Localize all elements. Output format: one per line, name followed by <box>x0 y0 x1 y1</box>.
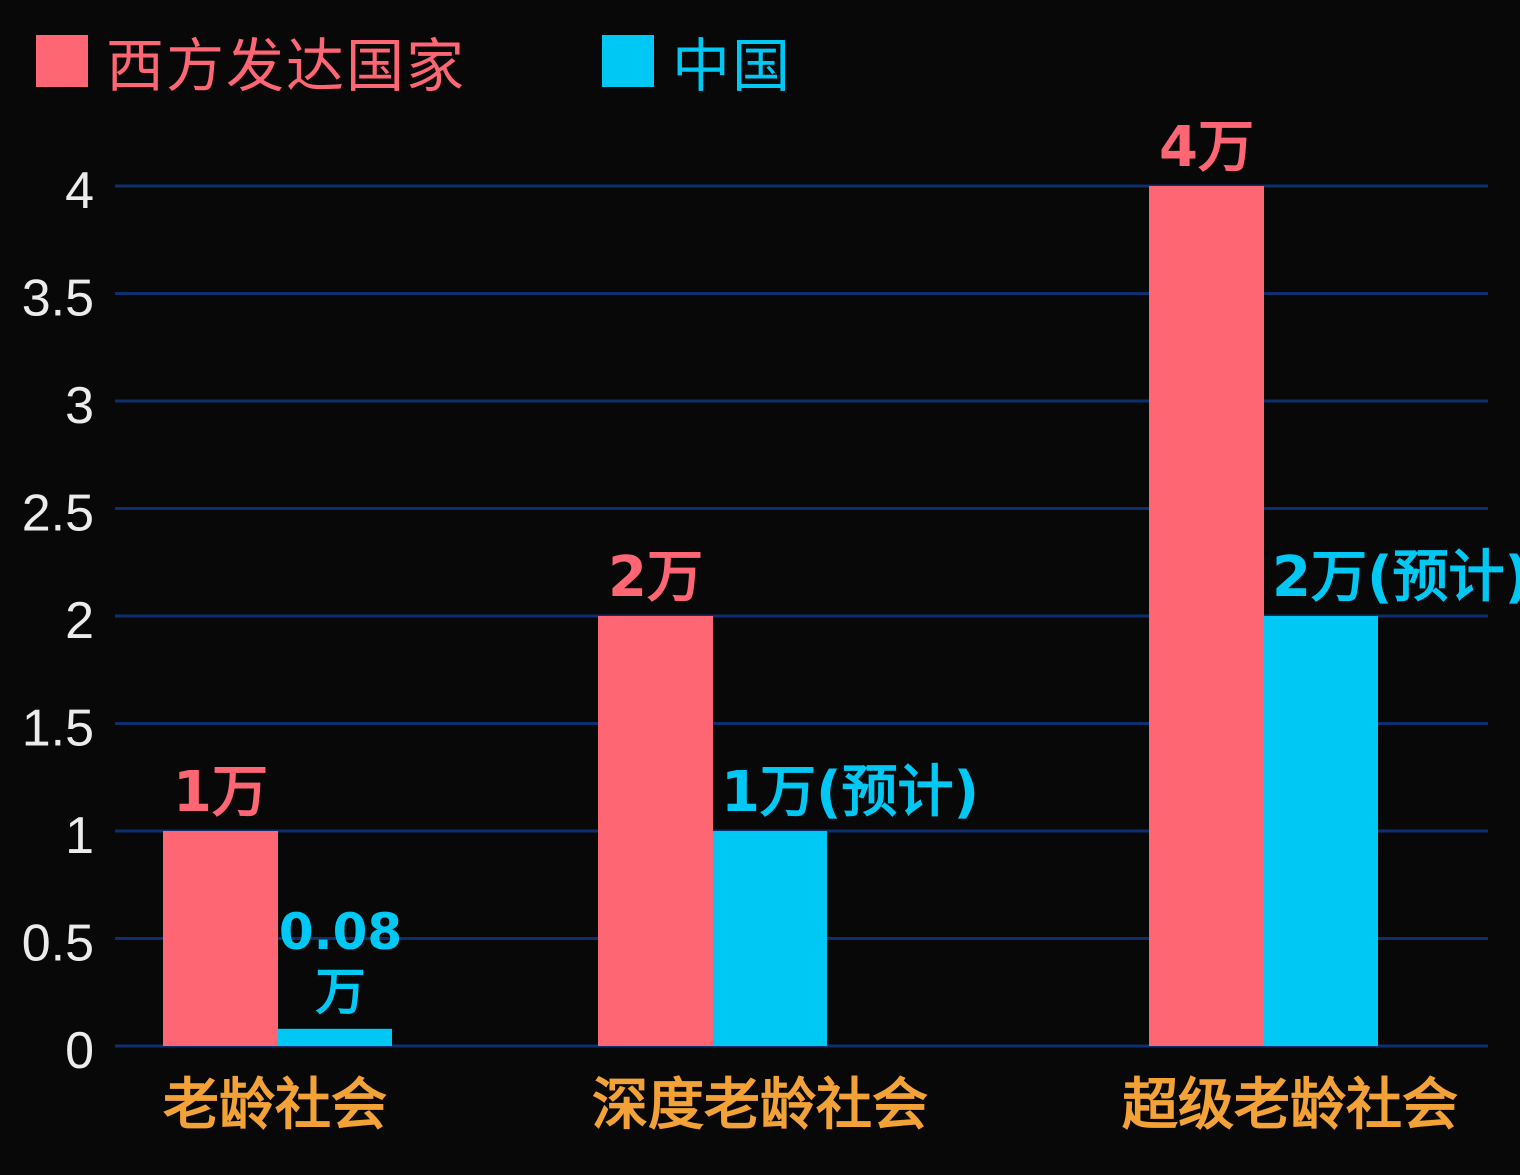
legend-label-china: 中国 <box>672 32 793 100</box>
y-tick-label: 1 <box>65 807 94 865</box>
y-tick-label: 0.5 <box>22 915 94 973</box>
legend-item-china: 中国 <box>602 30 792 100</box>
bar-west <box>163 831 278 1046</box>
category-label: 超级老龄社会 <box>1122 1072 1458 1138</box>
legend-label-west: 西方发达国家 <box>106 32 467 100</box>
legend-item-west: 西方发达国家 <box>36 30 466 100</box>
legend-swatch-west <box>36 35 88 87</box>
y-tick-label: 3.5 <box>22 270 94 328</box>
data-label: 0.08 万 <box>279 903 402 1021</box>
data-label: 2万 <box>608 545 703 610</box>
data-label: 1万(预计) <box>721 760 979 825</box>
category-label: 老龄社会 <box>163 1072 387 1138</box>
bar-west <box>1149 186 1264 1046</box>
y-tick-label: 2 <box>65 592 94 650</box>
y-tick-label: 3 <box>65 377 94 435</box>
bar-west <box>598 616 713 1046</box>
y-tick-label: 2.5 <box>22 485 94 543</box>
data-label: 4万 <box>1159 115 1254 180</box>
data-label: 2万(预计) <box>1272 545 1520 610</box>
data-label: 1万 <box>173 760 268 825</box>
bar-china <box>1264 616 1378 1046</box>
legend-swatch-china <box>602 35 654 87</box>
y-tick-label: 0 <box>65 1022 94 1080</box>
y-tick-label: 1.5 <box>22 700 94 758</box>
bar-china <box>278 1028 392 1046</box>
bar-china <box>713 831 827 1046</box>
y-tick-label: 4 <box>65 162 94 220</box>
category-label: 深度老龄社会 <box>592 1072 928 1138</box>
